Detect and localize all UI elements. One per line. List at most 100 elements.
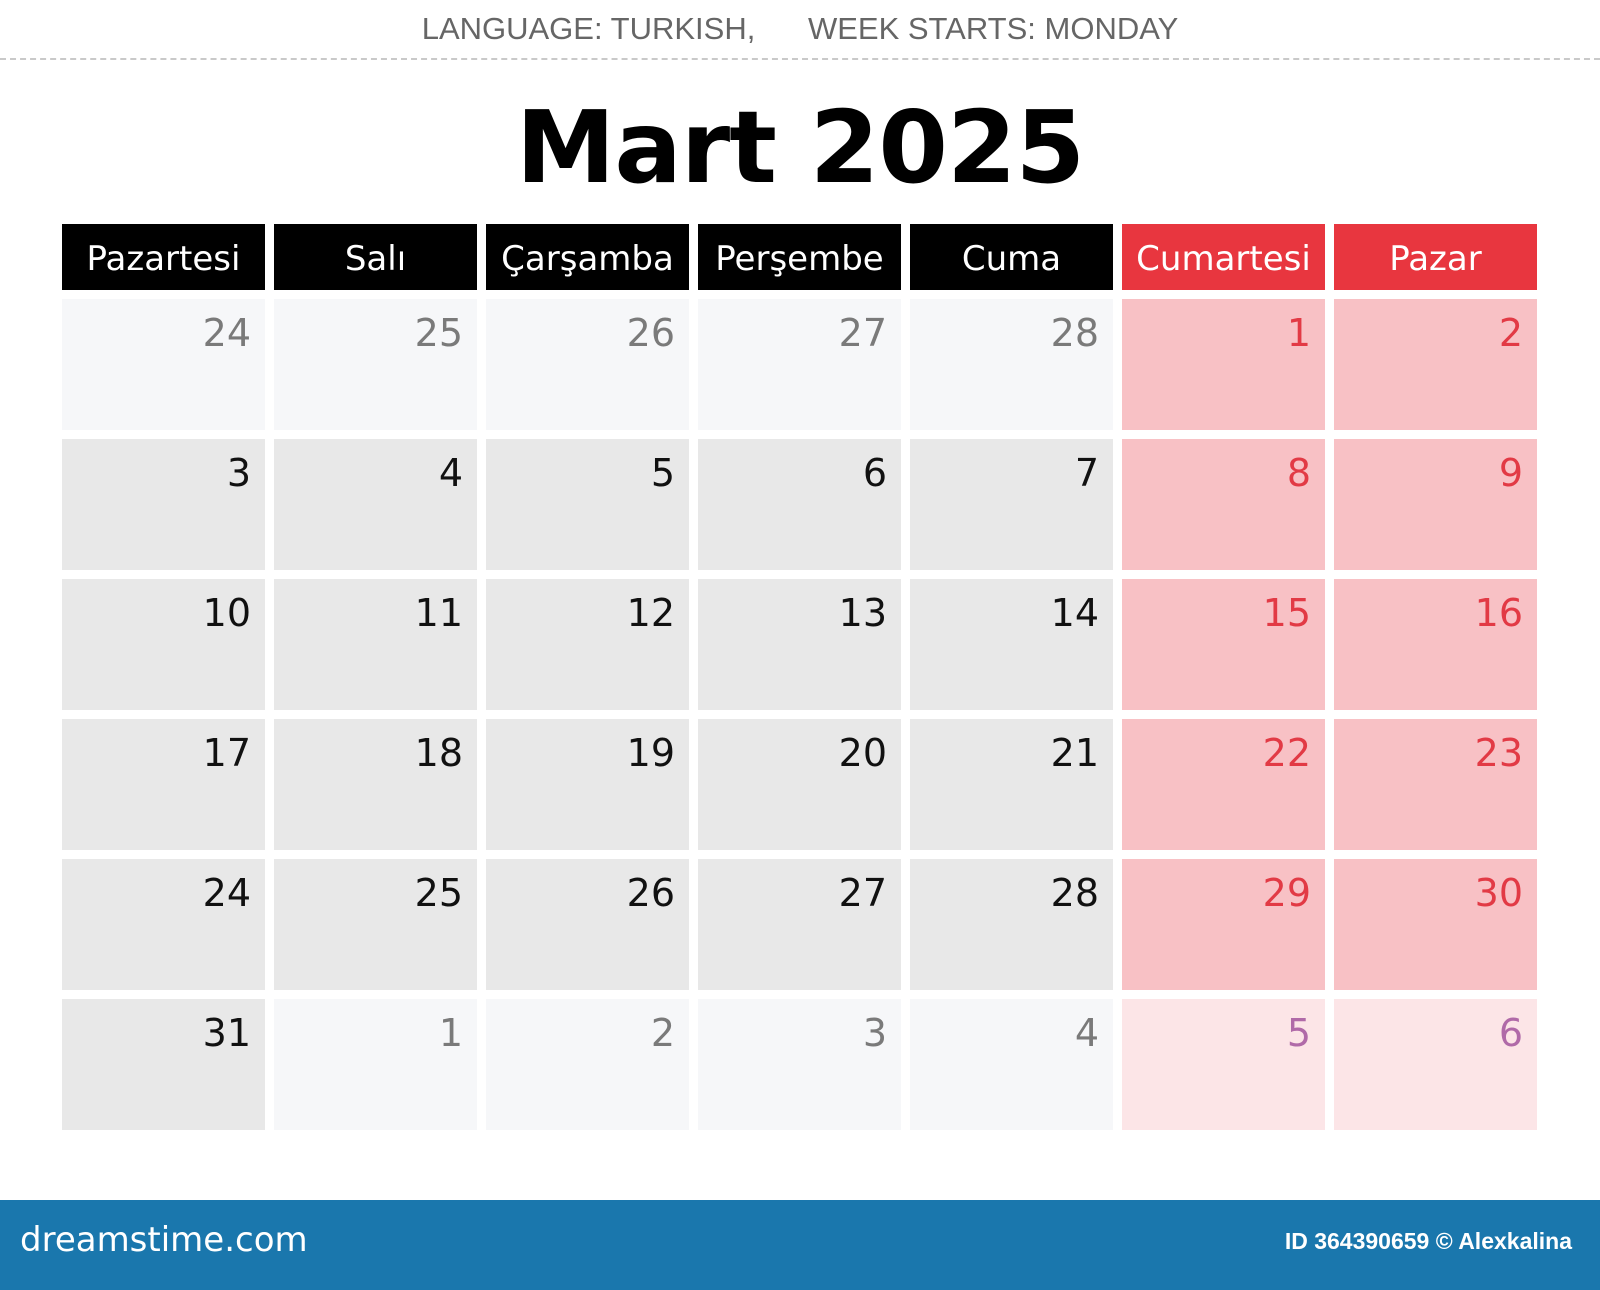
day-cell[interactable]: 20 (698, 719, 901, 850)
weekday-header: Perşembe (698, 224, 901, 290)
day-number: 7 (1074, 451, 1099, 495)
day-number: 28 (1050, 871, 1099, 915)
day-number: 26 (626, 871, 675, 915)
day-cell[interactable]: 10 (62, 579, 265, 710)
day-cell[interactable]: 16 (1334, 579, 1537, 710)
day-cell[interactable]: 28 (910, 859, 1113, 990)
day-number: 13 (838, 591, 887, 635)
weekday-header: Çarşamba (486, 224, 689, 290)
image-credit: ID 364390659 © Alexkalina (1284, 1228, 1572, 1254)
footer-bar: dreamstime.com ID 364390659 © Alexkalina (0, 1200, 1600, 1290)
day-number: 31 (202, 1011, 251, 1055)
calendar-title: Mart 2025 (515, 89, 1085, 206)
day-cell[interactable]: 9 (1334, 439, 1537, 570)
day-cell[interactable]: 5 (486, 439, 689, 570)
day-cell[interactable]: 2 (1334, 299, 1537, 430)
brand-logo-text: dreamstime.com (20, 1220, 308, 1260)
day-cell[interactable]: 23 (1334, 719, 1537, 850)
day-number: 25 (414, 871, 463, 915)
day-cell[interactable]: 17 (62, 719, 265, 850)
day-number: 20 (838, 731, 887, 775)
day-cell[interactable]: 28 (910, 299, 1113, 430)
day-cell[interactable]: 31 (62, 999, 265, 1130)
day-cell[interactable]: 7 (910, 439, 1113, 570)
day-cell[interactable]: 26 (486, 859, 689, 990)
weekday-header: Pazartesi (62, 224, 265, 290)
day-number: 3 (226, 451, 251, 495)
day-cell[interactable]: 4 (910, 999, 1113, 1130)
day-number: 30 (1474, 871, 1523, 915)
day-number: 22 (1262, 731, 1311, 775)
day-number: 19 (626, 731, 675, 775)
day-cell[interactable]: 24 (62, 859, 265, 990)
week-row: 10 11 12 13 14 15 16 (62, 579, 1538, 710)
day-number: 16 (1474, 591, 1523, 635)
day-number: 18 (414, 731, 463, 775)
day-number: 8 (1286, 451, 1311, 495)
day-cell[interactable]: 13 (698, 579, 901, 710)
day-number: 17 (202, 731, 251, 775)
weekday-header-row: Pazartesi Salı Çarşamba Perşembe Cuma Cu… (62, 224, 1538, 290)
week-row: 3 4 5 6 7 8 9 (62, 439, 1538, 570)
day-number: 6 (1498, 1011, 1523, 1055)
day-number: 27 (838, 871, 887, 915)
dashed-divider (0, 58, 1600, 60)
day-cell[interactable]: 30 (1334, 859, 1537, 990)
day-cell[interactable]: 21 (910, 719, 1113, 850)
day-cell[interactable]: 1 (274, 999, 477, 1130)
info-line: LANGUAGE: TURKISH, WEEK STARTS: MONDAY (0, 0, 1600, 58)
week-rows: 24 25 26 27 28 1 2 3 4 5 6 7 8 9 10 11 12 13 14 15 16 17 18 19 2… (62, 299, 1538, 1130)
day-number: 29 (1262, 871, 1311, 915)
day-cell[interactable]: 22 (1122, 719, 1325, 850)
weekday-header: Cuma (910, 224, 1113, 290)
day-cell[interactable]: 4 (274, 439, 477, 570)
day-cell[interactable]: 6 (1334, 999, 1537, 1130)
day-cell[interactable]: 2 (486, 999, 689, 1130)
day-cell[interactable]: 26 (486, 299, 689, 430)
day-number: 2 (650, 1011, 675, 1055)
day-number: 15 (1262, 591, 1311, 635)
day-cell[interactable]: 3 (698, 999, 901, 1130)
day-cell[interactable]: 15 (1122, 579, 1325, 710)
day-number: 4 (1074, 1011, 1099, 1055)
day-number: 24 (202, 871, 251, 915)
day-number: 1 (438, 1011, 463, 1055)
day-cell[interactable]: 6 (698, 439, 901, 570)
day-number: 23 (1474, 731, 1523, 775)
day-cell[interactable]: 24 (62, 299, 265, 430)
day-cell[interactable]: 14 (910, 579, 1113, 710)
day-cell[interactable]: 29 (1122, 859, 1325, 990)
day-number: 14 (1050, 591, 1099, 635)
day-cell[interactable]: 12 (486, 579, 689, 710)
day-cell[interactable]: 3 (62, 439, 265, 570)
week-row: 31 1 2 3 4 5 6 (62, 999, 1538, 1130)
day-number: 10 (202, 591, 251, 635)
calendar-grid: Pazartesi Salı Çarşamba Perşembe Cuma Cu… (62, 224, 1538, 1139)
day-cell[interactable]: 19 (486, 719, 689, 850)
week-row: 24 25 26 27 28 1 2 (62, 299, 1538, 430)
day-number: 26 (626, 311, 675, 355)
day-cell[interactable]: 25 (274, 299, 477, 430)
day-number: 28 (1050, 311, 1099, 355)
day-number: 27 (838, 311, 887, 355)
day-cell[interactable]: 25 (274, 859, 477, 990)
day-number: 25 (414, 311, 463, 355)
week-row: 24 25 26 27 28 29 30 (62, 859, 1538, 990)
weekend-header: Cumartesi (1122, 224, 1325, 290)
day-cell[interactable]: 27 (698, 299, 901, 430)
day-cell[interactable]: 27 (698, 859, 901, 990)
day-cell[interactable]: 1 (1122, 299, 1325, 430)
day-cell[interactable]: 5 (1122, 999, 1325, 1130)
day-cell[interactable]: 11 (274, 579, 477, 710)
day-cell[interactable]: 18 (274, 719, 477, 850)
day-number: 11 (414, 591, 463, 635)
day-number: 6 (862, 451, 887, 495)
week-start-label: WEEK STARTS: MONDAY (807, 11, 1179, 46)
day-number: 5 (1286, 1011, 1311, 1055)
weekday-header: Salı (274, 224, 477, 290)
day-number: 2 (1498, 311, 1523, 355)
day-number: 12 (626, 591, 675, 635)
day-number: 21 (1050, 731, 1099, 775)
day-cell[interactable]: 8 (1122, 439, 1325, 570)
day-number: 1 (1286, 311, 1311, 355)
